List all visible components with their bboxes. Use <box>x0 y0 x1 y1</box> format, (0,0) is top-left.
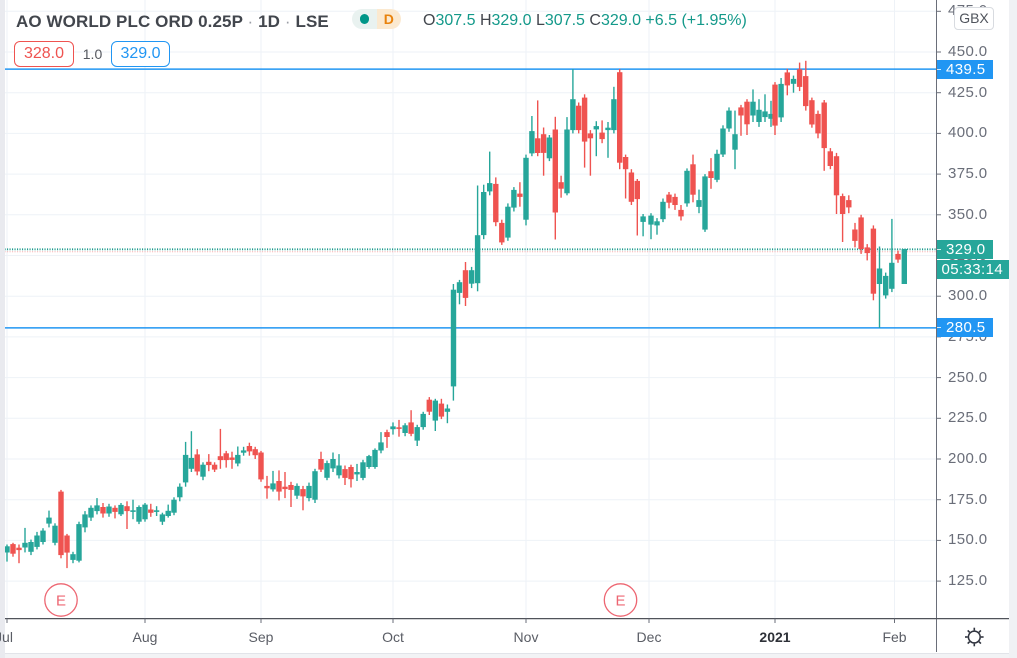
svg-text:E: E <box>56 593 66 610</box>
svg-text:E: E <box>615 593 625 610</box>
